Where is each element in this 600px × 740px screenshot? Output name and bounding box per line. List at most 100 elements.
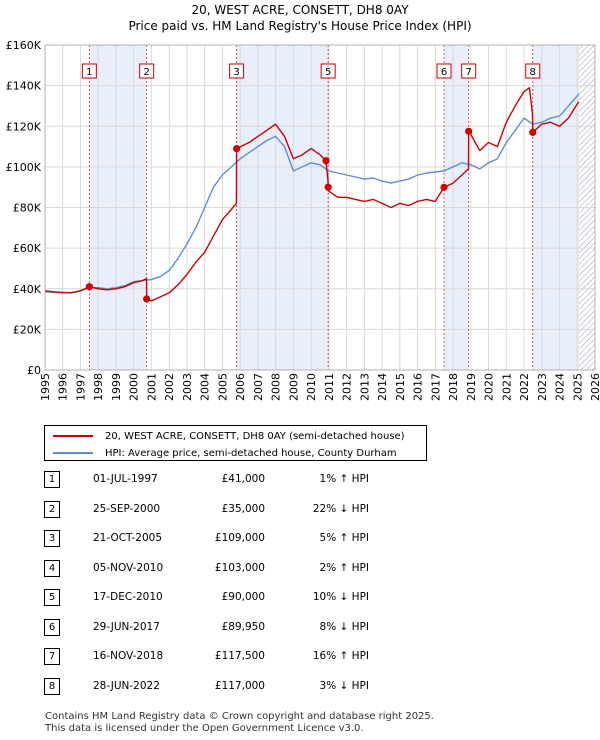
y-tick-label: £60K [13,242,42,255]
chart-title: 20, WEST ACRE, CONSETT, DH8 0AY [191,3,409,17]
y-tick-label: £120K [6,120,42,133]
marker-box-8: 8 [525,63,541,79]
marker-box-frame [139,63,155,79]
sale-point-3 [233,144,241,153]
marker-box-label: 3 [233,67,239,78]
legend-swatch-hpi [53,452,93,454]
y-tick-label: £40K [13,283,42,296]
legend-swatch-property [53,435,93,437]
transaction-price: £117,500 [214,650,265,662]
marker-box-frame [525,63,541,79]
x-tick-label: 2018 [447,373,460,401]
transaction-price: £103,000 [214,561,265,574]
x-tick-label: 2012 [341,373,354,401]
table-row: 7 16-NOV-2018 £117,500 16% ↑ HPI [0,647,600,667]
marker-box-label: 2 [143,67,149,78]
y-tick-label: £100K [6,161,42,174]
x-tick-label: 2023 [536,373,549,401]
marker-box-frame [461,63,477,79]
sale-point-2 [143,295,151,303]
x-tick-label: 1999 [110,373,123,401]
transaction-hpi-change: 5% ↑ HPI [319,532,369,544]
marker-box-frame [320,63,336,79]
transaction-price: £109,000 [214,532,265,544]
transaction-date: 25-SEP-2000 [93,502,161,515]
x-tick-label: 2011 [323,373,336,401]
transaction-hpi-change: 1% ↑ HPI [319,473,369,485]
chart-legend: 20, WEST ACRE, CONSETT, DH8 0AY (semi-de… [44,425,427,461]
legend-item-property: 20, WEST ACRE, CONSETT, DH8 0AY (semi-de… [53,428,405,444]
attribution-footer: Contains HM Land Registry data © Crown c… [45,711,434,735]
x-tick-label: 2020 [483,373,496,401]
sale-points [85,127,537,303]
x-tick-label: 2021 [500,373,513,401]
sale-point-8 [529,128,537,136]
transaction-marker-boxes: 1 2 3 5 6 7 8 [81,63,541,79]
table-row: 1 01-JUL-1997 £41,000 1% ↑ HPI [0,470,600,490]
transaction-hpi-change: 8% ↓ HPI [319,620,369,633]
x-tick-label: 2016 [412,373,425,401]
x-tick-label: 2024 [554,373,567,401]
transaction-date: 28-JUN-2022 [93,679,160,692]
x-tick-label: 2009 [287,373,300,401]
transaction-number: 6 [44,618,60,636]
x-tick-label: 1996 [57,373,70,401]
x-tick-label: 1997 [74,373,87,401]
marker-box-label: 7 [465,67,471,78]
legend-label-property: 20, WEST ACRE, CONSETT, DH8 0AY (semi-de… [105,430,405,442]
transaction-date: 16-NOV-2018 [93,650,164,662]
x-tick-label: 2002 [163,373,176,401]
sale-point-7 [465,127,473,135]
transaction-hpi-change: 22% ↓ HPI [312,502,369,515]
x-tick-label: 2005 [216,373,229,401]
x-tick-label: 2022 [518,373,531,401]
transaction-date: 01-JUL-1997 [93,473,158,485]
transaction-price: £89,950 [221,620,265,633]
x-tick-label: 2006 [234,373,247,401]
sale-point-6 [440,183,448,191]
transaction-number: 3 [44,530,60,547]
transaction-number: 8 [44,677,60,695]
table-row: 2 25-SEP-2000 £35,000 22% ↓ HPI [0,500,600,520]
plot-border [44,44,596,371]
y-tick-label: £80K [13,202,42,215]
hpi-line [44,93,580,294]
sale-point-4 [322,157,330,165]
marker-box-7: 7 [461,63,477,79]
x-tick-label: 2014 [376,373,389,401]
table-row: 3 21-OCT-2005 £109,000 5% ↑ HPI [0,529,600,549]
transaction-hpi-change: 10% ↓ HPI [312,591,369,603]
x-tick-label: 2000 [128,373,141,401]
transaction-number: 5 [44,589,60,606]
x-tick-label: 2013 [358,373,371,401]
marker-box-label: 8 [530,67,536,78]
transaction-number: 2 [44,500,60,518]
marker-box-label: 5 [325,67,331,78]
x-tick-label: 2019 [465,373,478,401]
marker-box-1: 1 [81,63,97,79]
table-row: 8 28-JUN-2022 £117,000 3% ↓ HPI [0,677,600,697]
x-tick-label: 1995 [39,373,52,401]
table-row: 5 17-DEC-2010 £90,000 10% ↓ HPI [0,588,600,608]
transaction-number: 1 [44,471,60,488]
y-tick-label: £20K [13,323,42,336]
transaction-hpi-change: 3% ↓ HPI [319,679,369,692]
marker-box-5: 5 [320,63,336,79]
transaction-date: 17-DEC-2010 [93,591,163,603]
transaction-price: £117,000 [214,679,265,692]
transaction-hpi-change: 16% ↑ HPI [312,650,369,662]
x-tick-label: 2007 [252,373,265,401]
x-tick-label: 2026 [589,373,600,401]
transaction-date: 29-JUN-2017 [93,620,160,633]
x-tick-label: 2025 [571,373,584,401]
x-tick-label: 1998 [92,373,105,401]
marker-box-2: 2 [139,63,155,79]
sale-point-5 [324,183,332,191]
transaction-price: £90,000 [221,591,265,603]
transaction-price: £41,000 [221,473,265,485]
marker-box-frame [81,63,97,79]
marker-box-3: 3 [229,63,245,79]
attribution-line-1: Contains HM Land Registry data © Crown c… [45,711,434,722]
marker-box-6: 6 [436,63,452,79]
y-tick-label: £160K [6,39,42,52]
